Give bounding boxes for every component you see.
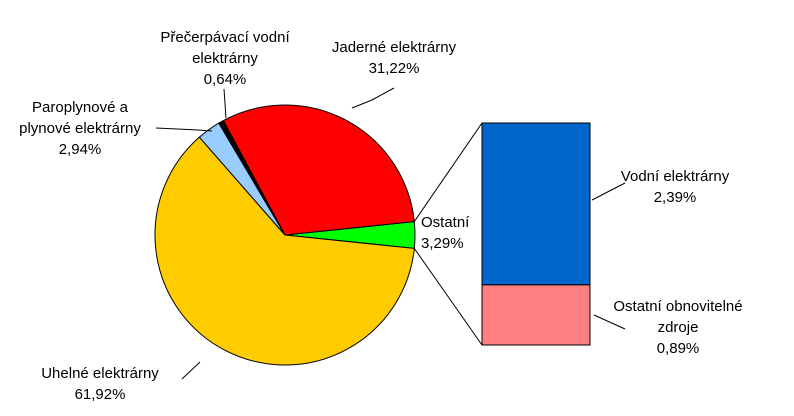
pie-slice — [154, 136, 415, 366]
label-name: Paroplynové a plynové elektrárny — [19, 99, 141, 137]
bar-segment — [481, 284, 591, 346]
label-name: Vodní elektrárny — [620, 168, 730, 185]
label-value: 31,22% — [368, 60, 420, 77]
label-value: 2,39% — [653, 189, 697, 206]
pie-label: Paroplynové a plynové elektrárny 2,94% — [10, 97, 150, 160]
bar-label: Ostatní obnovitelné zdroje 0,89% — [598, 296, 758, 359]
pie-label: Ostatní 3,29% — [421, 212, 491, 254]
leader-line — [591, 182, 626, 201]
pie-label: Přečerpávací vodní elektrárny 0,64% — [150, 27, 300, 90]
label-name: Uhelné elektrárny — [41, 365, 159, 382]
leader-line — [351, 87, 395, 109]
label-value: 0,89% — [656, 340, 700, 357]
label-name: Ostatní obnovitelné zdroje — [613, 298, 743, 336]
label-value: 3,29% — [421, 235, 464, 252]
label-value: 2,94% — [58, 141, 102, 158]
leader-line — [413, 248, 483, 346]
bar-segment — [481, 122, 591, 286]
leader-line — [593, 314, 626, 330]
pie-label: Uhelné elektrárny 61,92% — [20, 363, 180, 405]
label-name: Jaderné elektrárny — [331, 39, 457, 56]
leader-line — [223, 88, 227, 119]
pie-slice — [222, 104, 415, 236]
label-name: Přečerpávací vodní elektrárny — [160, 29, 290, 67]
label-value: 0,64% — [203, 71, 247, 88]
label-value: 61,92% — [74, 386, 126, 403]
leader-line — [181, 361, 201, 380]
pie-label: Jaderné elektrárny 31,22% — [314, 37, 474, 79]
bar-label: Vodní elektrárny 2,39% — [595, 166, 755, 208]
label-name: Ostatní — [421, 214, 470, 231]
leader-line — [155, 127, 213, 132]
leader-line — [413, 122, 483, 222]
